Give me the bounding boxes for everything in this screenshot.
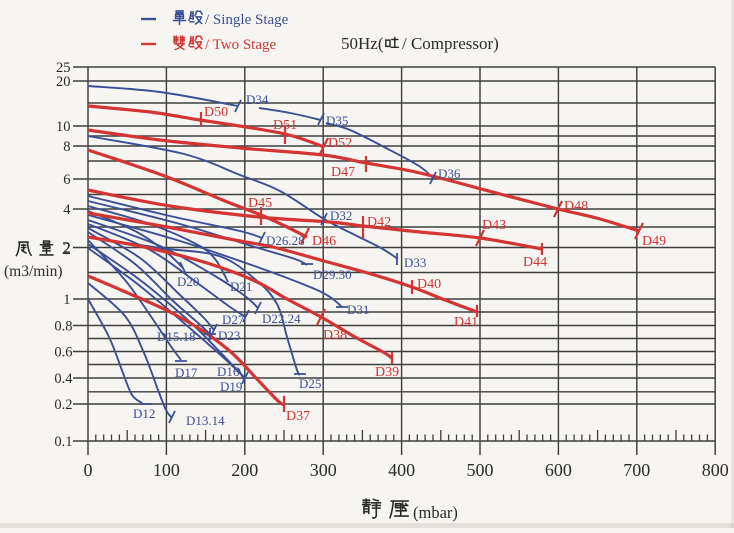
svg-text:D25: D25	[299, 376, 321, 391]
svg-text:20: 20	[56, 74, 71, 90]
svg-text:D12: D12	[133, 406, 155, 421]
svg-text:D13.14: D13.14	[186, 413, 225, 428]
svg-text:D16: D16	[217, 364, 240, 379]
svg-text:D43: D43	[482, 218, 506, 233]
svg-text:D20: D20	[177, 274, 199, 289]
svg-text:D50: D50	[204, 105, 228, 120]
svg-text:D17: D17	[175, 365, 198, 380]
svg-text:500: 500	[467, 460, 494, 480]
svg-text:50Hz(: 50Hz(	[341, 34, 384, 53]
svg-text:/ Two Stage: / Two Stage	[205, 37, 277, 53]
svg-text:100: 100	[153, 460, 180, 480]
svg-text:D22.24: D22.24	[262, 311, 301, 326]
svg-text:D40: D40	[417, 277, 441, 292]
svg-text:800: 800	[702, 460, 729, 480]
svg-text:D35: D35	[326, 113, 348, 128]
svg-text:D15.18: D15.18	[157, 329, 196, 344]
svg-text:D48: D48	[564, 199, 588, 214]
svg-text:200: 200	[231, 460, 258, 480]
svg-text:D44: D44	[523, 255, 547, 270]
svg-text:D39: D39	[375, 365, 399, 380]
svg-text:D52: D52	[328, 136, 352, 151]
svg-text:D49: D49	[642, 234, 666, 249]
svg-text:0.4: 0.4	[54, 371, 73, 387]
svg-text:D23: D23	[218, 328, 240, 343]
svg-text:6: 6	[63, 172, 70, 188]
svg-text:600: 600	[545, 460, 572, 480]
svg-text:D27: D27	[222, 312, 245, 327]
svg-text:(mbar): (mbar)	[413, 503, 458, 522]
svg-text:D38: D38	[323, 328, 347, 343]
svg-text:D42: D42	[367, 215, 391, 230]
svg-text:400: 400	[388, 460, 415, 480]
svg-text:D51: D51	[273, 118, 297, 133]
svg-text:D31: D31	[347, 302, 369, 317]
svg-text:/ Compressor): / Compressor)	[402, 34, 499, 53]
svg-text:0.2: 0.2	[54, 397, 72, 413]
svg-text:2: 2	[62, 238, 71, 258]
svg-text:25: 25	[56, 60, 71, 76]
svg-text:D46: D46	[312, 234, 336, 249]
svg-text:4: 4	[63, 202, 71, 218]
svg-text:0: 0	[84, 460, 93, 480]
svg-text:D26.28: D26.28	[266, 233, 305, 248]
svg-text:D37: D37	[286, 409, 310, 424]
svg-text:D33: D33	[404, 255, 426, 270]
svg-text:0.6: 0.6	[54, 345, 72, 361]
svg-text:D36: D36	[438, 166, 461, 181]
svg-text:/ Single Stage: / Single Stage	[205, 12, 289, 28]
svg-text:D29.30: D29.30	[313, 267, 352, 282]
svg-text:(m3/min): (m3/min)	[4, 263, 63, 280]
svg-text:D45: D45	[248, 196, 272, 211]
svg-text:D47: D47	[331, 165, 355, 180]
svg-text:D19: D19	[220, 379, 242, 394]
svg-text:0.8: 0.8	[54, 319, 72, 335]
svg-text:D41: D41	[454, 315, 478, 330]
svg-text:10: 10	[56, 119, 71, 135]
svg-text:D32: D32	[330, 208, 352, 223]
svg-text:300: 300	[310, 460, 337, 480]
svg-text:1: 1	[63, 292, 70, 308]
svg-text:700: 700	[623, 460, 650, 480]
svg-text:8: 8	[63, 139, 70, 155]
svg-text:D21: D21	[230, 279, 252, 294]
svg-text:2: 2	[63, 241, 70, 257]
svg-text:0.1: 0.1	[54, 434, 72, 450]
svg-text:D34: D34	[246, 92, 269, 107]
